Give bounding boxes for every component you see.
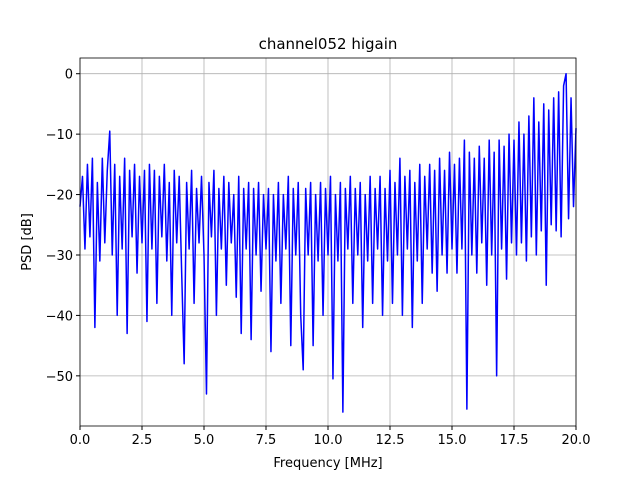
x-tick-label: 2.5 — [132, 433, 153, 448]
x-tick-label: 10.0 — [314, 433, 343, 448]
x-tick-label: 17.5 — [500, 433, 529, 448]
y-tick-label: −50 — [46, 370, 73, 385]
y-tick-label: 0 — [65, 68, 73, 83]
y-tick-label: −30 — [46, 249, 73, 264]
data-line — [79, 72, 577, 413]
y-tick-label: −10 — [46, 128, 73, 143]
x-axis-label: Frequency [MHz] — [273, 456, 382, 471]
plot-frame — [79, 57, 577, 427]
x-tick-label: 20.0 — [562, 433, 591, 448]
x-tick-label: 0.0 — [70, 433, 91, 448]
x-tick-label: 5.0 — [194, 433, 215, 448]
x-tick-label: 7.5 — [256, 433, 277, 448]
x-tick-label: 15.0 — [438, 433, 467, 448]
y-tick-label: −20 — [46, 189, 73, 204]
y-axis-label: PSD [dB] — [20, 213, 35, 271]
y-tick-label: −40 — [46, 309, 73, 324]
chart-title: channel052 higain — [259, 35, 398, 53]
x-tick-label: 12.5 — [376, 433, 405, 448]
